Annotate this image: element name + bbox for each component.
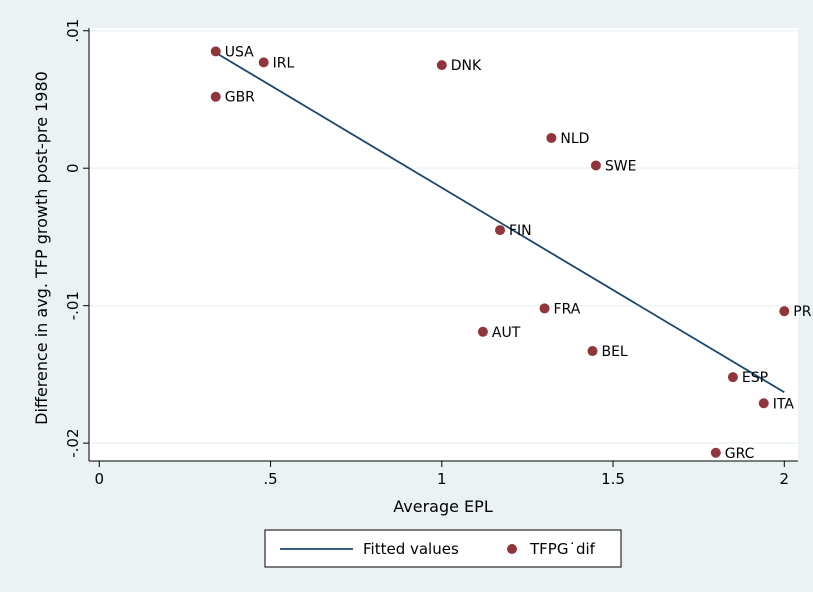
point-label: NLD [560,131,589,147]
x-tick-label: 2 [780,470,790,488]
x-tick-label: 1.5 [601,470,625,488]
point-label: ITA [773,396,795,412]
legend-label-tfpg: TFPG˙dif [529,540,596,558]
fitted-values-line [215,51,785,394]
data-point [758,398,769,409]
legend: Fitted values TFPG˙dif [264,529,622,568]
x-tick-label: .5 [263,470,277,488]
legend-marker-swatch [507,544,517,554]
data-point [210,46,221,57]
data-point [727,372,738,383]
series-layer: USA IRL DNK GBR NLD SWE FIN FRA PR AUT BEL ESP ITA GR… [210,44,812,462]
y-tick-label: -.01 [64,291,82,320]
data-point [587,346,598,357]
y-tick-label: .01 [64,19,82,43]
point-label: FRA [554,301,581,317]
legend-label-fitted: Fitted values [363,540,459,558]
y-tick-label: 0 [64,163,82,173]
data-point [477,326,488,337]
point-label: BEL [601,344,627,360]
data-point [210,91,221,102]
grid-lines [89,30,798,444]
point-label: SWE [605,158,637,174]
point-label: PR [793,304,811,320]
point-label: GRC [725,446,755,462]
point-label: GBR [225,90,255,106]
data-point [590,160,601,171]
y-tick-label: -.02 [64,428,82,457]
data-point [779,306,790,317]
point-label: AUT [492,325,521,341]
point-label: FIN [509,223,532,239]
x-tick-label: 1 [437,470,447,488]
data-point [546,132,557,143]
point-label: DNK [451,58,482,74]
data-point [539,303,550,314]
data-point [436,60,447,71]
data-point [710,447,721,458]
data-point [258,57,269,68]
x-axis-label: Average EPL [393,497,493,516]
point-label: IRL [273,55,295,71]
plot-area [89,28,798,461]
point-label: ESP [742,370,768,386]
data-point [495,225,506,236]
x-tick-label: 0 [95,470,105,488]
point-label: USA [225,44,254,60]
y-axis-label: Difference in avg. TFP growth post-pre 1… [32,71,51,425]
axes: 0 .5 1 1.5 2 .01 0 -.01 -.02 [64,19,798,488]
